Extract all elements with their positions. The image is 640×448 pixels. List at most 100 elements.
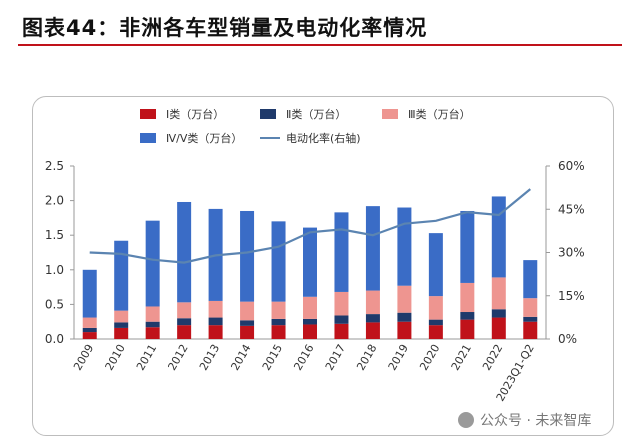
bar-segment-1 <box>523 321 538 339</box>
bar-segment-1 <box>114 327 129 339</box>
bar-segment-4 <box>177 201 192 303</box>
bar-segment-3 <box>177 302 192 319</box>
bar-segment-1 <box>303 324 317 339</box>
bar-segment-4 <box>240 210 255 302</box>
title-bar: 图表44：非洲各车型销量及电动化率情况 <box>18 8 622 46</box>
bar-segment-3 <box>334 291 349 316</box>
bar-segment-2 <box>303 318 317 325</box>
bar-segment-4 <box>365 206 380 291</box>
bar-segment-2 <box>397 312 412 322</box>
bar-segment-4 <box>460 210 475 283</box>
bar-segment-1 <box>491 317 506 339</box>
y-right-tick-label: 15% <box>558 289 585 303</box>
x-tick-label: 2011 <box>134 342 159 373</box>
bar-segment-2 <box>208 317 223 326</box>
bar-segment-4 <box>145 220 160 307</box>
bar-segment-4 <box>114 240 129 311</box>
bar-segment-2 <box>240 320 255 326</box>
bar-segment-3 <box>460 282 475 313</box>
bar-segment-3 <box>303 296 317 319</box>
y-left-tick-label: 1.0 <box>45 263 64 277</box>
legend-label: Ⅰ类（万台） <box>166 107 224 121</box>
x-tick-label: 2019 <box>386 342 411 373</box>
bar-segment-2 <box>460 312 475 320</box>
x-tick-label: 2020 <box>417 342 442 373</box>
bar-segment-2 <box>82 327 97 333</box>
bar-segment-1 <box>208 325 223 339</box>
bar-segment-4 <box>397 207 412 286</box>
legend-swatch <box>260 109 276 119</box>
bar-segment-2 <box>114 322 129 328</box>
bar-segment-2 <box>523 316 538 322</box>
y-left-tick-label: 0.5 <box>45 297 64 311</box>
bar-segment-3 <box>208 300 223 318</box>
bar-segment-4 <box>303 227 317 297</box>
bar-segment-3 <box>145 306 160 322</box>
x-tick-label: 2014 <box>228 342 253 373</box>
x-tick-label: 2009 <box>71 342 96 373</box>
page-title: 图表44：非洲各车型销量及电动化率情况 <box>22 16 428 40</box>
bar-segment-3 <box>240 301 255 321</box>
chart-frame <box>32 96 614 436</box>
bar-segment-3 <box>491 277 506 310</box>
bar-segment-3 <box>82 317 97 328</box>
bar-segment-3 <box>397 285 412 313</box>
bar-segment-4 <box>82 269 97 318</box>
legend-label: 电动化率(右轴) <box>286 131 361 145</box>
bar-segment-1 <box>397 321 412 339</box>
bar-segment-1 <box>177 325 192 339</box>
bar-segment-1 <box>428 325 443 339</box>
legend-swatch <box>140 133 156 143</box>
legend-label: Ⅳ/Ⅴ类（万台） <box>166 131 242 145</box>
bar-segment-1 <box>334 323 349 339</box>
y-left-tick-label: 1.5 <box>45 228 64 242</box>
x-tick-label: 2013 <box>197 342 222 373</box>
electrification-rate-line <box>89 188 531 264</box>
x-tick-label: 2022 <box>480 342 505 373</box>
bar-segment-3 <box>365 290 380 315</box>
bar-segment-2 <box>177 318 192 326</box>
bar-segment-2 <box>271 318 286 326</box>
y-left-tick-label: 0.0 <box>45 332 64 346</box>
bar-segment-4 <box>334 212 349 292</box>
y-left-tick-label: 2.5 <box>45 159 64 173</box>
x-tick-label: 2010 <box>103 342 128 373</box>
watermark: 公众号 · 未来智库 <box>458 410 591 430</box>
bar-segment-1 <box>460 319 475 339</box>
bar-segment-1 <box>271 325 286 339</box>
y-right-tick-label: 30% <box>558 246 585 260</box>
x-tick-label: 2021 <box>449 342 474 373</box>
bar-segment-4 <box>491 196 506 278</box>
x-tick-label: 2017 <box>323 342 348 373</box>
bar-segment-2 <box>365 314 380 323</box>
bar-segment-3 <box>114 310 129 323</box>
y-right-tick-label: 60% <box>558 159 585 173</box>
bar-segment-1 <box>240 325 255 339</box>
legend-label: Ⅱ类（万台） <box>286 107 346 121</box>
bar-segment-3 <box>428 296 443 320</box>
y-right-tick-label: 0% <box>558 332 577 346</box>
bar-segment-4 <box>428 233 443 297</box>
legend-swatch <box>382 109 398 119</box>
watermark-text: 公众号 · 未来智库 <box>480 413 592 429</box>
bar-segment-4 <box>523 260 538 299</box>
bar-segment-3 <box>523 298 538 317</box>
bar-segment-2 <box>145 321 160 328</box>
y-right-tick-label: 45% <box>558 202 585 216</box>
legend-label: Ⅲ类（万台） <box>408 107 471 121</box>
bar-segment-2 <box>334 315 349 324</box>
wechat-icon <box>458 412 474 428</box>
x-tick-label: 2012 <box>165 342 190 373</box>
x-tick-label: 2015 <box>260 342 285 373</box>
bar-segment-3 <box>271 301 286 319</box>
bar-segment-2 <box>428 319 443 326</box>
bar-segment-1 <box>365 322 380 339</box>
y-left-tick-label: 2.0 <box>45 194 64 208</box>
bar-segment-4 <box>271 221 286 302</box>
legend-swatch <box>140 109 156 119</box>
bar-segment-2 <box>491 309 506 318</box>
bar-segment-1 <box>82 332 97 339</box>
bar-segment-1 <box>145 327 160 339</box>
x-tick-label: 2018 <box>354 342 379 373</box>
